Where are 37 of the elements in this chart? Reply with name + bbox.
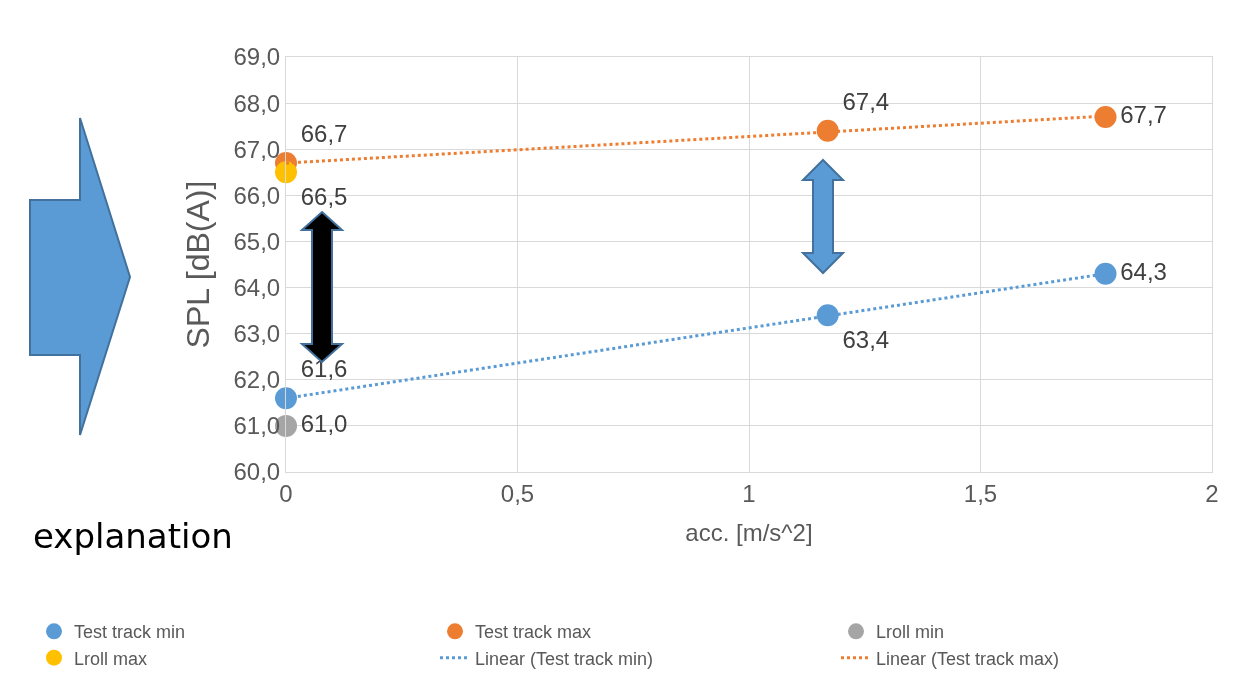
- data-label: 66,7: [300, 120, 348, 148]
- data-label: 61,6: [300, 355, 348, 383]
- data-label: 67,4: [842, 88, 890, 116]
- point: [275, 161, 297, 184]
- point: [816, 119, 839, 142]
- data-label: 67,7: [1120, 100, 1167, 128]
- y-tick-label: 68,0: [233, 89, 281, 117]
- data-label: 63,4: [842, 325, 890, 353]
- data-label: 61,0: [300, 409, 348, 437]
- legend-label: Test track max: [475, 622, 592, 643]
- x-tick-label: 0,5: [500, 479, 535, 507]
- point: [816, 304, 839, 327]
- y-tick-label: 64,0: [233, 273, 281, 301]
- legend-label: Test track min: [74, 622, 186, 643]
- y-tick-label: 65,0: [233, 227, 281, 255]
- data-label: 64,3: [1120, 257, 1167, 285]
- y-tick-label: 60,0: [233, 458, 281, 486]
- y-tick-label: 61,0: [233, 412, 281, 440]
- y-tick-label: 62,0: [233, 366, 281, 394]
- x-tick-label: 1,5: [963, 479, 998, 507]
- point: [1094, 262, 1117, 285]
- y-axis-title: SPL [dB(A)]: [179, 180, 216, 349]
- data-label: 66,5: [300, 183, 348, 211]
- legend-label: Linear (Test track max): [876, 648, 1060, 669]
- y-tick-label: 67,0: [233, 135, 281, 163]
- x-axis-title: acc. [m/s^2]: [685, 519, 813, 547]
- legend-label: Linear (Test track min): [475, 648, 654, 669]
- y-tick-label: 63,0: [233, 320, 281, 348]
- legend-label: Lroll min: [876, 622, 945, 643]
- x-tick-label: 2: [1205, 479, 1219, 507]
- y-tick-label: 66,0: [233, 181, 281, 209]
- text: explanation: [33, 516, 233, 556]
- legend-label: Lroll max: [74, 648, 148, 669]
- x-tick-label: 1: [742, 479, 756, 507]
- point: [1094, 105, 1117, 128]
- x-tick-label: 0: [279, 479, 293, 507]
- y-tick-label: 69,0: [233, 43, 281, 71]
